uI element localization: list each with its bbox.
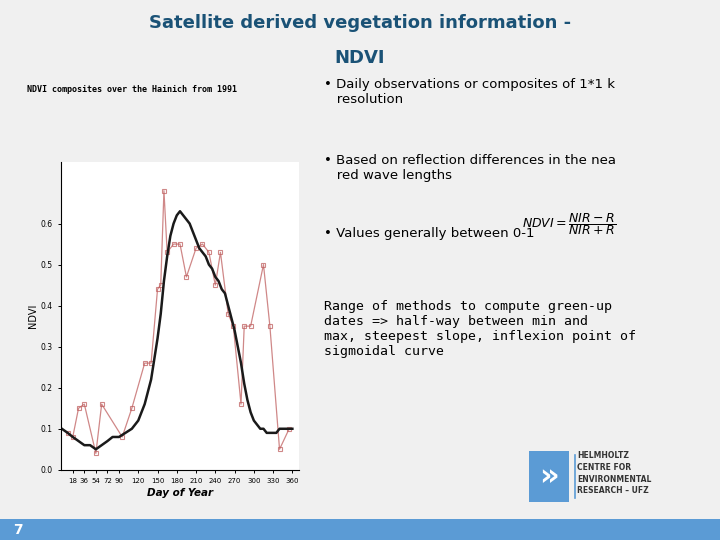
Text: »: » [539, 462, 559, 491]
Text: $NDVI = \dfrac{NIR - R}{NIR + R}$: $NDVI = \dfrac{NIR - R}{NIR + R}$ [522, 211, 616, 237]
X-axis label: Day of Year: Day of Year [147, 488, 213, 498]
Text: • Based on reflection differences in the nea
   red wave lengths: • Based on reflection differences in the… [324, 154, 616, 182]
Text: 7: 7 [13, 523, 22, 537]
Text: HELMHOLTZ
CENTRE FOR
ENVIRONMENTAL
RESEARCH – UFZ: HELMHOLTZ CENTRE FOR ENVIRONMENTAL RESEA… [577, 451, 652, 495]
Text: • Daily observations or composites of 1*1 k
   resolution: • Daily observations or composites of 1*… [324, 78, 615, 106]
Y-axis label: NDVI: NDVI [28, 303, 38, 328]
Text: • Values generally between 0-1: • Values generally between 0-1 [324, 227, 534, 240]
Text: NDVI: NDVI [335, 49, 385, 66]
Text: Satellite derived vegetation information -: Satellite derived vegetation information… [149, 14, 571, 31]
Text: NDVI composites over the Hainich from 1991: NDVI composites over the Hainich from 19… [27, 85, 238, 94]
Text: Range of methods to compute green-up
dates => half-way between min and
max, stee: Range of methods to compute green-up dat… [324, 300, 636, 357]
